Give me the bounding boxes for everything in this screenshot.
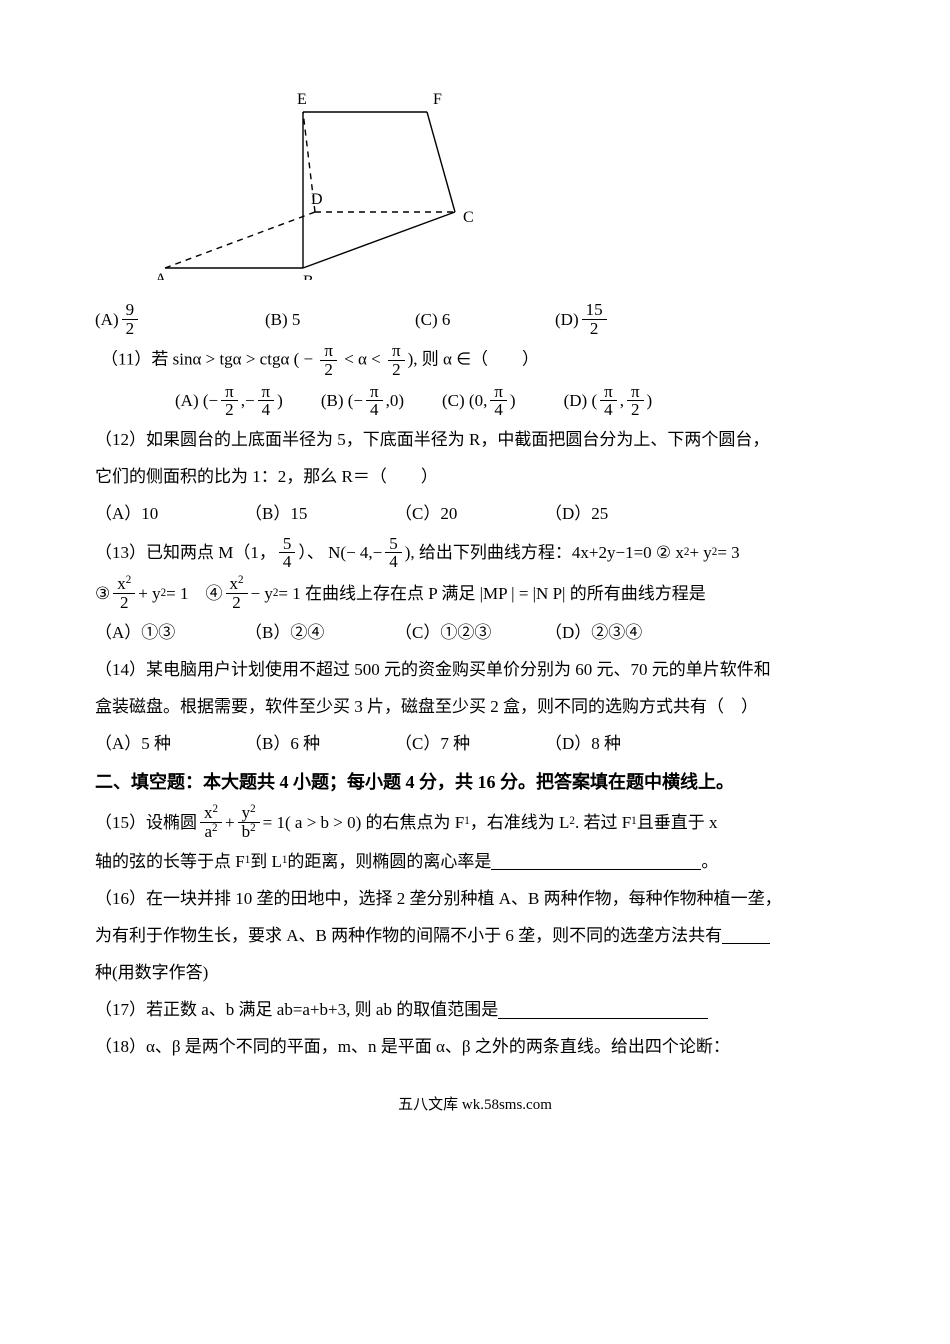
q16-line1: （16）在一块并排 10 垄的田地中，选择 2 垄分别种植 A、B 两种作物，每… [95, 882, 855, 915]
q14-line2: 盒装磁盘。根据需要，软件至少买 3 片，磁盘至少买 2 盒，则不同的选购方式共有… [95, 690, 855, 723]
q13-optD: （D）②③④ [545, 616, 695, 649]
q12-optA: （A）10 [95, 497, 245, 530]
q15-line2: 轴的弦的长等于点 F1 到 L1 的距离，则椭圆的离心率是。 [95, 845, 855, 878]
q10-optD: (D) 152 [555, 301, 685, 338]
q13-optC: （C）①②③ [395, 616, 545, 649]
q12-optB: （B）15 [245, 497, 395, 530]
q18: （18）α、β 是两个不同的平面，m、n 是平面 α、β 之外的两条直线。给出四… [95, 1030, 855, 1063]
q11-optD: (D) (π4,π2) [564, 383, 653, 420]
q13-optA: （A）①③ [95, 616, 245, 649]
q11-optB: (B) (− π4,0) [321, 383, 404, 420]
q13-line2: ③x22 + y2 = 1 ④x22 − y2 = 1 在曲线上存在点 P 满足… [95, 575, 855, 612]
section2-header: 二、填空题：本大题共 4 小题；每小题 4 分，共 16 分。把答案填在题中横线… [95, 765, 855, 800]
q14-optB: （B）6 种 [245, 727, 395, 760]
svg-text:C: C [463, 209, 474, 226]
q13-options: （A）①③ （B）②④ （C）①②③ （D）②③④ [95, 616, 855, 649]
svg-text:A: A [155, 271, 167, 280]
geometry-figure: A B C D E F [155, 80, 855, 291]
q11-optA: (A) (− π2,− π4) [175, 383, 283, 420]
q15-line1: （15）设椭圆 x2a2 + y2b2 = 1( a > b > 0) 的右焦点… [95, 804, 855, 841]
q10-optA: (A) 92 [95, 301, 265, 338]
q17: （17）若正数 a、b 满足 ab=a+b+3, 则 ab 的取值范围是 [95, 993, 855, 1026]
q14-optA: （A）5 种 [95, 727, 245, 760]
q11-optC: (C) (0,π4) [442, 383, 516, 420]
q14-optD: （D）8 种 [545, 727, 695, 760]
q16-line3: 种(用数字作答) [95, 956, 855, 989]
q12-options: （A）10 （B）15 （C）20 （D）25 [95, 497, 855, 530]
svg-text:F: F [433, 91, 442, 108]
svg-text:E: E [297, 91, 307, 108]
prism-diagram: A B C D E F [155, 80, 485, 280]
q12-optC: （C）20 [395, 497, 545, 530]
q10-options: (A) 92 (B) 5 (C) 6 (D) 152 [95, 301, 855, 338]
q11-stem: （11）若 sinα > tgα > ctgα ( − π2 < α < π2)… [95, 342, 855, 379]
q11-options: (A) (− π2,− π4) (B) (− π4,0) (C) (0,π4) … [175, 383, 855, 420]
q14-options: （A）5 种 （B）6 种 （C）7 种 （D）8 种 [95, 727, 855, 760]
q12-line2: 它们的侧面积的比为 1：2，那么 R＝（ ） [95, 460, 855, 493]
q12-line1: （12）如果圆台的上底面半径为 5，下底面半径为 R，中截面把圆台分为上、下两个… [95, 423, 855, 456]
q10-optC: (C) 6 [415, 303, 555, 336]
svg-text:D: D [311, 191, 323, 208]
q14-optC: （C）7 种 [395, 727, 545, 760]
q10-optB: (B) 5 [265, 303, 415, 336]
q16-line2: 为有利于作物生长，要求 A、B 两种作物的间隔不小于 6 垄，则不同的选垄方法共… [95, 919, 855, 952]
q12-optD: （D）25 [545, 497, 695, 530]
q14-line1: （14）某电脑用户计划使用不超过 500 元的资金购买单价分别为 60 元、70… [95, 653, 855, 686]
q13-line1: （13）已知两点 M（1，54）、 N(− 4,− 54), 给出下列曲线方程：… [95, 535, 855, 572]
page-footer: 五八文库 wk.58sms.com [95, 1091, 855, 1120]
svg-text:B: B [303, 273, 314, 280]
q13-optB: （B）②④ [245, 616, 395, 649]
